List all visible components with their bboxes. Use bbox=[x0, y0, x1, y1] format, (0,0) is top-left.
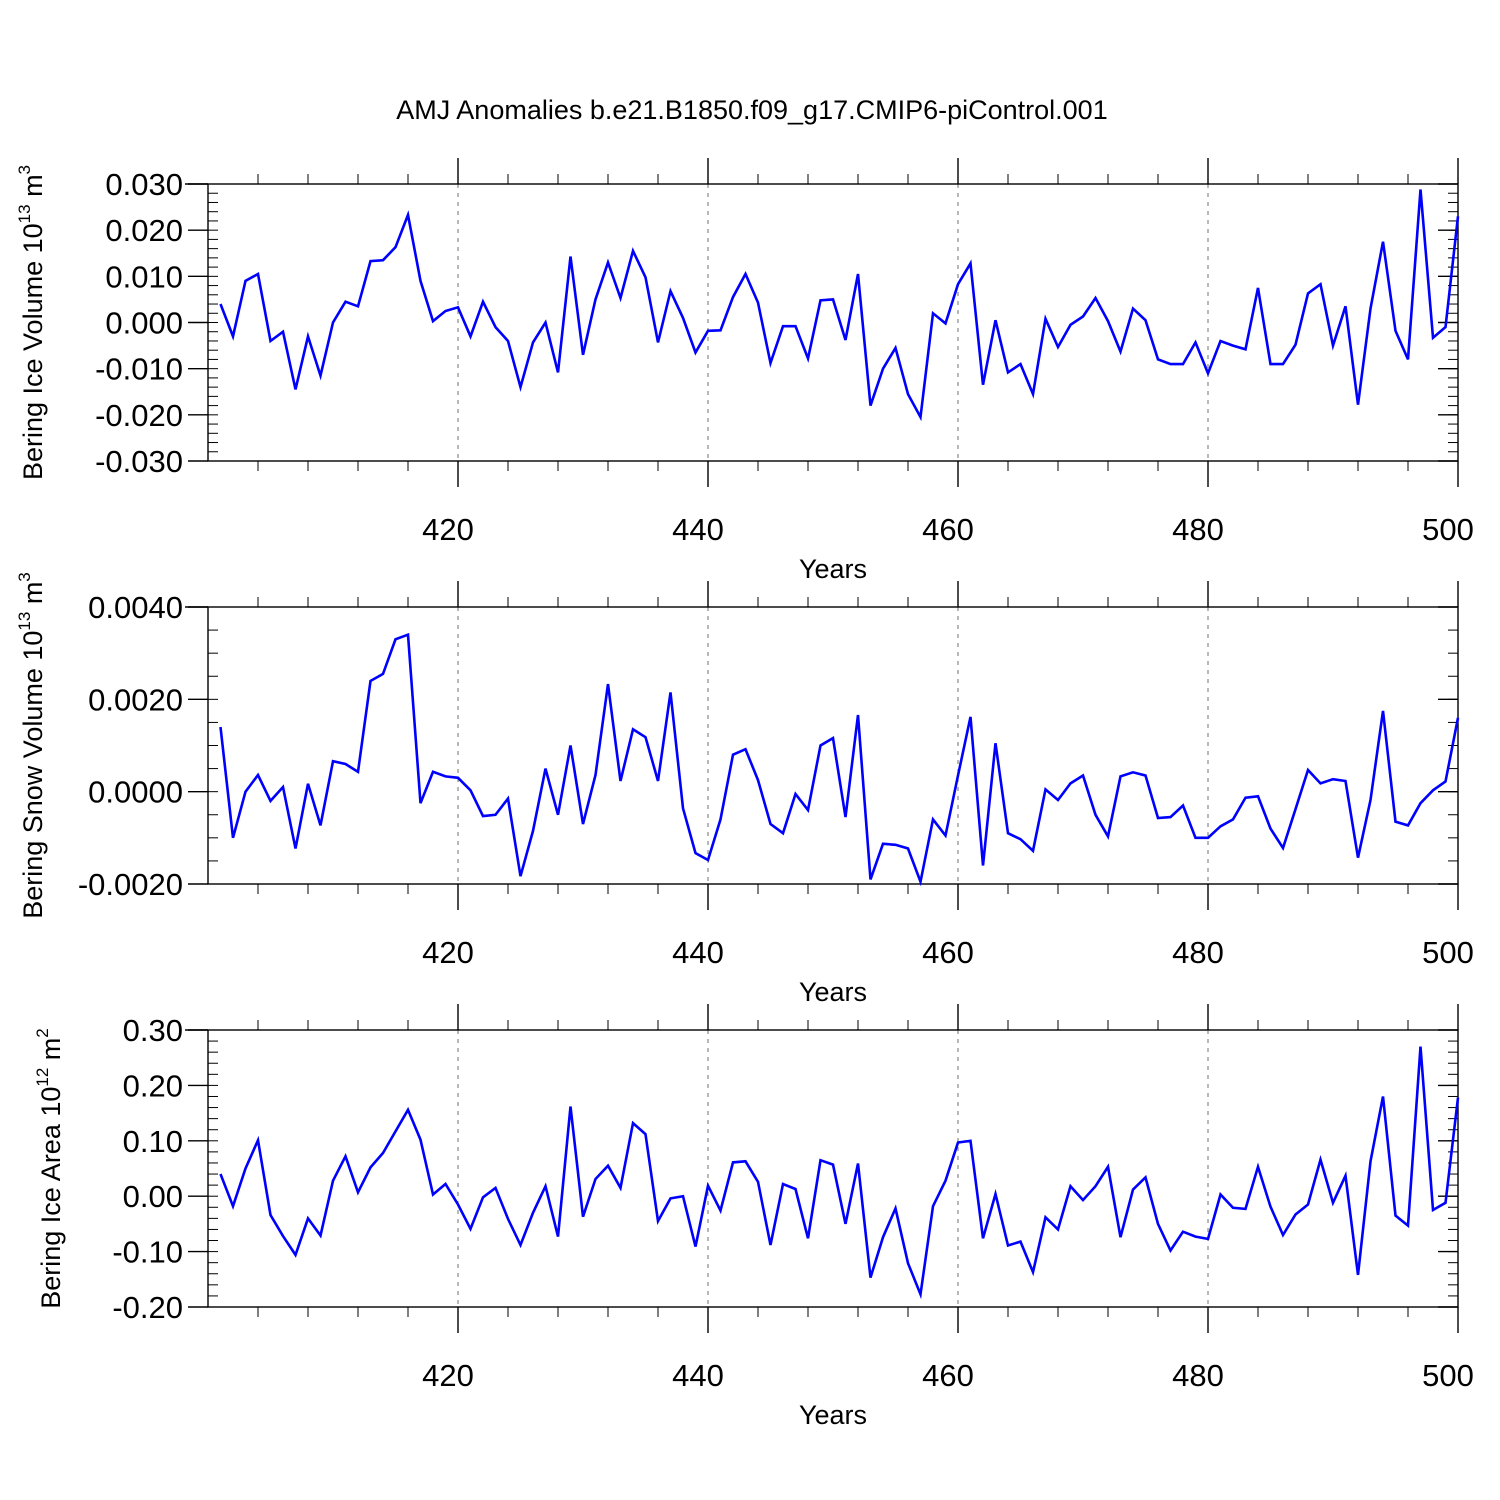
data-series-line bbox=[219, 632, 1460, 887]
x-tick-label: 480 bbox=[1172, 935, 1224, 970]
x-tick-label: 440 bbox=[672, 935, 724, 970]
y-tick-label: 0.0020 bbox=[88, 682, 183, 717]
y-axis-label-exponent: 13 bbox=[15, 204, 34, 223]
y-axis-label-unit: m bbox=[36, 1038, 66, 1068]
y-axis-label-text: Bering Ice Area 10 bbox=[36, 1087, 66, 1309]
x-tick-label: 440 bbox=[672, 512, 724, 547]
y-tick-label: 0.0040 bbox=[88, 590, 183, 625]
plot-frame bbox=[207, 183, 1459, 462]
chart-panel-1: 0.030 0.020 0.010 0.000 -0.010 -0.020 -0.030 42… bbox=[15, 158, 1474, 584]
data-series-line bbox=[219, 1046, 1460, 1300]
y-tick-label: 0.20 bbox=[123, 1068, 183, 1103]
x-tick-label: 500 bbox=[1422, 512, 1474, 547]
y-tick-label: -0.010 bbox=[95, 352, 183, 387]
y-tick-label: -0.10 bbox=[112, 1235, 183, 1270]
x-tick-label: 500 bbox=[1422, 935, 1474, 970]
y-axis-label-unit: m bbox=[18, 582, 48, 612]
y-axis-label-text: Bering Snow Volume 10 bbox=[18, 631, 48, 919]
y-axis-label: Bering Snow Volume 1013 m3 bbox=[15, 572, 48, 919]
y-axis-label-exponent: 13 bbox=[15, 612, 34, 631]
x-axis-label: Years bbox=[799, 554, 867, 584]
x-axis-label: Years bbox=[799, 977, 867, 1007]
y-tick-label: 0.020 bbox=[105, 213, 183, 248]
x-tick-label: 420 bbox=[422, 512, 474, 547]
x-tick-label: 420 bbox=[422, 1358, 474, 1393]
y-tick-label: 0.030 bbox=[105, 167, 183, 202]
x-tick-label: 500 bbox=[1422, 1358, 1474, 1393]
y-axis-label: Bering Ice Area 1012 m2 bbox=[33, 1028, 66, 1309]
y-axis-label-text: Bering Ice Volume 10 bbox=[18, 223, 48, 480]
y-axis-label-unit-exponent: 3 bbox=[15, 572, 34, 581]
x-tick-label: 480 bbox=[1172, 512, 1224, 547]
y-tick-label: -0.20 bbox=[112, 1290, 183, 1325]
x-tick-label: 460 bbox=[922, 1358, 974, 1393]
y-tick-label: 0.0000 bbox=[88, 775, 183, 810]
y-axis-label-unit: m bbox=[18, 174, 48, 204]
y-tick-label: 0.010 bbox=[105, 259, 183, 294]
x-tick-label: 480 bbox=[1172, 1358, 1224, 1393]
y-tick-label: 0.000 bbox=[105, 306, 183, 341]
x-axis-label: Years bbox=[799, 1400, 867, 1430]
x-tick-label: 420 bbox=[422, 935, 474, 970]
data-series-line bbox=[219, 189, 1460, 422]
x-tick-label: 460 bbox=[922, 512, 974, 547]
y-tick-label: -0.030 bbox=[95, 444, 183, 479]
x-tick-label: 440 bbox=[672, 1358, 724, 1393]
chart-panel-3: 0.30 0.20 0.10 0.00 -0.10 -0.20 420 440 460 480 50… bbox=[33, 1004, 1474, 1430]
y-tick-label: -0.020 bbox=[95, 398, 183, 433]
chart-title: AMJ Anomalies b.e21.B1850.f09_g17.CMIP6-… bbox=[396, 95, 1107, 125]
chart-panel-2: 0.0040 0.0020 0.0000 -0.0020 420 440 460 480 500… bbox=[15, 572, 1474, 1007]
y-tick-label: 0.00 bbox=[123, 1179, 183, 1214]
y-axis-label-unit-exponent: 2 bbox=[33, 1028, 52, 1037]
y-axis-label-exponent: 12 bbox=[33, 1068, 52, 1087]
y-tick-label: 0.30 bbox=[123, 1013, 183, 1048]
plot-frame bbox=[207, 1029, 1459, 1308]
y-axis-label: Bering Ice Volume 1013 m3 bbox=[15, 165, 48, 480]
y-tick-label: 0.10 bbox=[123, 1124, 183, 1159]
y-axis-label-unit-exponent: 3 bbox=[15, 165, 34, 174]
y-tick-label: -0.0020 bbox=[78, 867, 183, 902]
x-tick-label: 460 bbox=[922, 935, 974, 970]
